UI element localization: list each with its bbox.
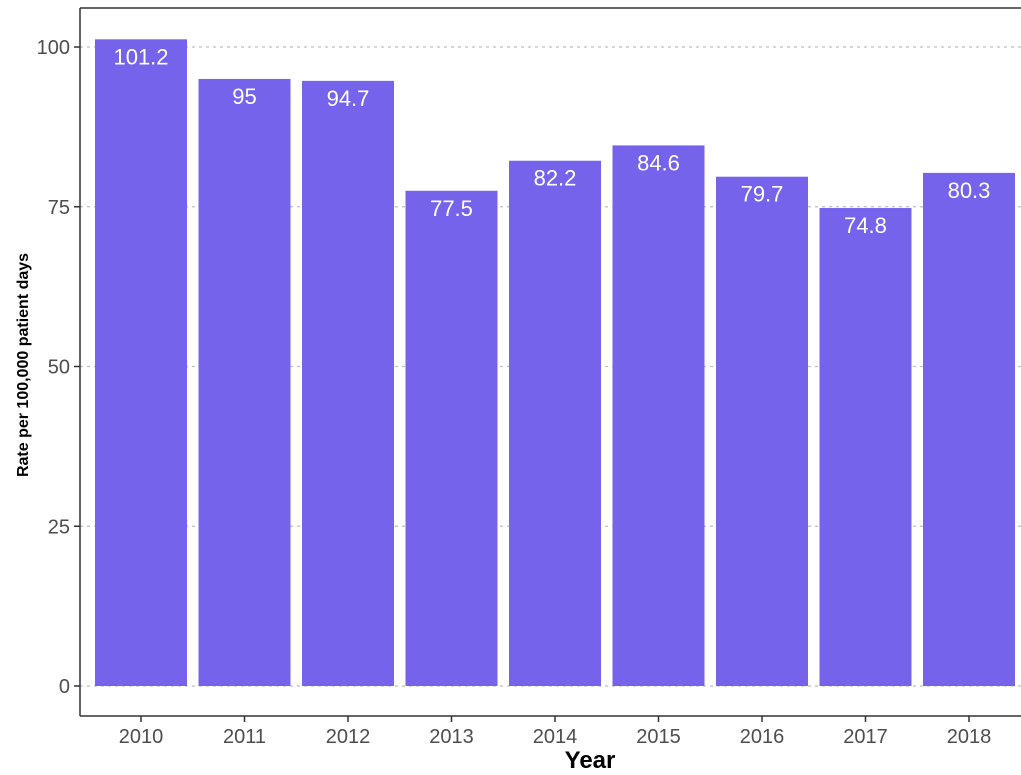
- bar-value-label: 77.5: [430, 196, 473, 221]
- x-tick-label: 2012: [326, 726, 371, 748]
- bar-value-label: 74.8: [844, 213, 887, 238]
- bar: [612, 145, 705, 686]
- y-tick-label: 0: [59, 676, 70, 698]
- x-tick-label: 2014: [533, 726, 578, 748]
- bar-value-label: 101.2: [113, 44, 168, 69]
- x-tick-label: 2011: [223, 726, 266, 748]
- x-tick-label: 2018: [947, 726, 992, 748]
- y-axis-title: Rate per 100,000 patient days: [15, 253, 32, 477]
- bar-value-label: 79.7: [741, 182, 784, 207]
- bar: [95, 39, 187, 686]
- axes: [79, 7, 1021, 717]
- bars: [95, 39, 1015, 687]
- x-tick-label: 2015: [636, 726, 681, 748]
- y-tick-label: 100: [37, 37, 70, 59]
- x-tick-label: 2010: [119, 726, 164, 748]
- bar: [509, 160, 601, 686]
- bar-value-label: 80.3: [948, 178, 991, 203]
- bar-value-label: 94.7: [327, 86, 370, 111]
- bar: [716, 176, 808, 687]
- bar: [819, 208, 912, 686]
- bar-value-label: 82.2: [534, 166, 577, 191]
- bar: [923, 172, 1015, 686]
- bar: [198, 78, 291, 686]
- x-tick-label: 2013: [429, 726, 474, 748]
- y-tick-label: 75: [48, 197, 70, 219]
- x-axis-title: Year: [565, 747, 616, 774]
- bar: [405, 190, 498, 686]
- y-tick-label: 50: [48, 357, 70, 379]
- y-ticks: 0 25 50 75 100: [37, 37, 80, 698]
- x-tick-label: 2017: [843, 726, 888, 748]
- x-tick-label: 2016: [740, 726, 785, 748]
- bar-value-label: 95: [232, 84, 256, 109]
- x-ticks: 2010 2011 2012 2013 2014 2015 2016 2017 2018: [119, 716, 992, 748]
- bar: [302, 80, 394, 686]
- bar-labels: 101.2 95 94.7 77.5 82.2 84.6 79.7 74.8 80.3: [113, 44, 990, 238]
- bar-value-label: 84.6: [637, 150, 680, 175]
- y-tick-label: 25: [48, 516, 70, 538]
